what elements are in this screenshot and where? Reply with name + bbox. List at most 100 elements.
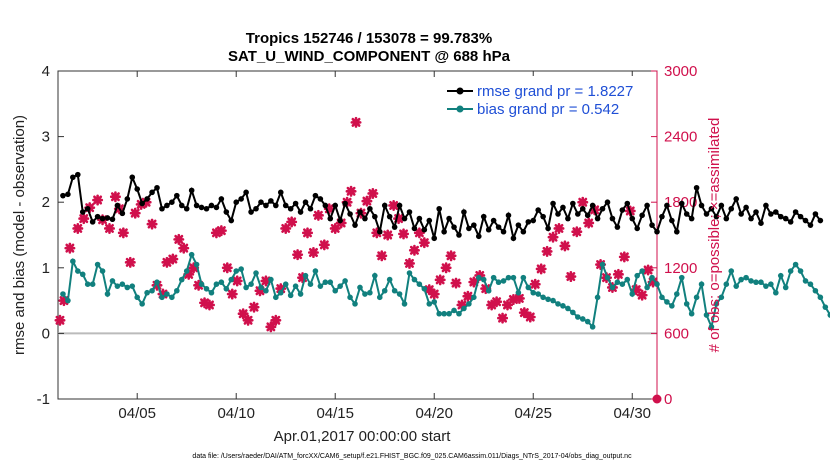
bias-point bbox=[777, 272, 784, 279]
bias-point bbox=[139, 301, 145, 307]
bias-point bbox=[149, 287, 155, 294]
rmse-point bbox=[297, 209, 304, 215]
bias-point bbox=[773, 289, 779, 296]
rmse-point bbox=[802, 217, 809, 224]
bias-point bbox=[228, 276, 235, 283]
obs-point bbox=[173, 233, 185, 245]
obs-point bbox=[486, 299, 498, 311]
obs-point bbox=[462, 290, 474, 302]
bias-point bbox=[713, 301, 720, 307]
rmse-point bbox=[193, 202, 200, 209]
bias-point bbox=[515, 289, 522, 296]
obs-point bbox=[367, 187, 379, 199]
obs-point bbox=[129, 207, 141, 219]
obs-point bbox=[376, 250, 388, 262]
bias-point bbox=[634, 272, 640, 279]
rmse-point bbox=[733, 196, 740, 202]
bias-point bbox=[263, 287, 269, 294]
bias-point bbox=[560, 303, 566, 309]
bias-point bbox=[367, 289, 373, 296]
obs-point bbox=[423, 284, 435, 296]
rmse-point bbox=[416, 215, 423, 222]
bias-point bbox=[530, 289, 537, 296]
rmse-point bbox=[495, 224, 502, 230]
y-left-tick-label: 1 bbox=[42, 260, 50, 277]
rmse-point bbox=[391, 224, 398, 230]
bias-point bbox=[490, 274, 497, 281]
rmse-point bbox=[426, 217, 433, 224]
rmse-point bbox=[515, 222, 522, 228]
bias-point bbox=[466, 301, 472, 307]
bias-point bbox=[372, 272, 378, 279]
bias-point bbox=[60, 291, 66, 297]
obs-point bbox=[167, 253, 179, 265]
bias-point bbox=[431, 299, 438, 305]
bias-point bbox=[669, 303, 675, 309]
obs-point bbox=[78, 213, 90, 225]
rmse-point bbox=[149, 189, 155, 196]
rmse-point bbox=[169, 199, 175, 205]
bias-point bbox=[475, 274, 482, 281]
obs-point bbox=[513, 292, 525, 304]
obs-point bbox=[109, 191, 121, 203]
rmse-point bbox=[75, 171, 81, 178]
bias-point bbox=[302, 272, 309, 279]
rmse-point bbox=[238, 196, 244, 202]
bias-point bbox=[223, 285, 230, 292]
rmse-point bbox=[520, 228, 527, 235]
rmse-point bbox=[480, 213, 487, 220]
rmse-point bbox=[174, 192, 180, 199]
legend-marker bbox=[456, 87, 464, 95]
obs-point bbox=[124, 256, 136, 268]
bias-point bbox=[273, 294, 279, 301]
obs-point bbox=[501, 299, 513, 311]
obs-point bbox=[183, 268, 195, 280]
rmse-point bbox=[535, 207, 541, 213]
rmse-point bbox=[322, 202, 329, 209]
bias-point bbox=[391, 287, 398, 294]
rmse-point bbox=[768, 211, 774, 217]
obs-point bbox=[237, 308, 249, 320]
bias-point bbox=[540, 294, 546, 301]
bias-point bbox=[456, 310, 462, 317]
rmse-point bbox=[669, 217, 675, 224]
bias-point bbox=[381, 287, 388, 294]
rmse-point bbox=[812, 211, 819, 217]
bias-point bbox=[678, 274, 685, 281]
rmse-point bbox=[683, 211, 690, 217]
bias-point bbox=[198, 281, 205, 288]
rmse-point bbox=[263, 202, 269, 209]
obs-point bbox=[388, 199, 400, 211]
rmse-point bbox=[654, 228, 660, 235]
obs-point bbox=[618, 251, 630, 263]
rmse-point bbox=[604, 199, 611, 205]
bias-point bbox=[396, 291, 403, 297]
rmse-point bbox=[243, 189, 249, 196]
rmse-point bbox=[79, 209, 86, 215]
bias-point bbox=[728, 268, 735, 274]
obs-point bbox=[491, 296, 503, 308]
obs-point bbox=[434, 274, 446, 286]
rmse-point bbox=[817, 217, 824, 224]
bias-point bbox=[65, 297, 71, 304]
bias-point bbox=[812, 287, 819, 294]
obs-point bbox=[292, 249, 304, 261]
rmse-point bbox=[441, 228, 447, 235]
rmse-point bbox=[386, 213, 393, 220]
rmse-point bbox=[644, 202, 650, 209]
bias-point bbox=[639, 268, 645, 274]
bias-point bbox=[807, 281, 814, 288]
rmse-point bbox=[248, 209, 254, 215]
bias-point bbox=[485, 287, 492, 294]
rmse-point bbox=[94, 213, 101, 220]
rmse-point bbox=[367, 205, 373, 212]
bias-point bbox=[599, 261, 606, 268]
obs-point bbox=[146, 218, 158, 230]
obs-point bbox=[302, 227, 314, 239]
rmse-point bbox=[144, 196, 150, 202]
bias-point bbox=[119, 281, 126, 288]
bias-point bbox=[70, 258, 76, 265]
bias-point bbox=[169, 294, 175, 301]
bias-point bbox=[94, 261, 101, 268]
